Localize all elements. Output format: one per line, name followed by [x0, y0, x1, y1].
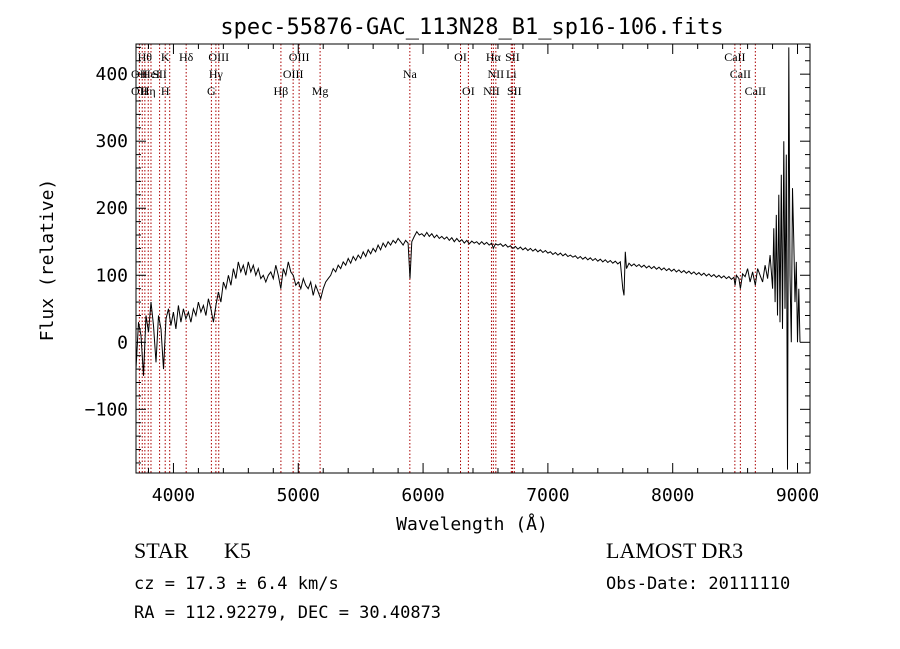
spectrum-line — [135, 47, 801, 470]
spectral-line-label: Na — [403, 67, 418, 81]
spectral-line-label: OII — [131, 84, 148, 98]
spectral-line-label: Hβ — [274, 84, 289, 98]
spectral-line-label: NII — [483, 84, 500, 98]
spectral-line-label: OIII — [283, 67, 304, 81]
spectral-line-label: Mg — [312, 84, 329, 98]
chart-title: spec-55876-GAC_113N28_B1_sp16-106.fits — [220, 15, 723, 40]
x-tick-label: 7000 — [526, 485, 569, 506]
spectral-line-label: SII — [152, 67, 167, 81]
spectral-line-label: OIII — [289, 50, 310, 64]
spectral-line-label: CaII — [724, 50, 745, 64]
y-tick-label: 100 — [95, 265, 128, 286]
coordinates: RA = 112.92279, DEC = 30.40873 — [134, 603, 442, 623]
axes: 4000 5000 6000 7000 8000 9000 −100 0 100 200 300 40… — [85, 44, 819, 506]
spectral-line-label: Hθ — [138, 50, 153, 64]
plot-frame — [135, 43, 811, 474]
obs-date: Obs-Date: 20111110 — [606, 574, 791, 594]
spectral-line-label: K — [161, 50, 170, 64]
spectral-line-label: H — [161, 84, 170, 98]
spectral-line-label: Li — [506, 67, 517, 81]
x-axis-label: Wavelength (Å) — [396, 513, 548, 535]
spectrum-series — [135, 47, 801, 470]
spectral-line-label: Hγ — [209, 67, 224, 81]
spectral-line-label: Hη — [141, 84, 156, 98]
y-axis-label: Flux (relative) — [37, 179, 58, 342]
y-tick-label: 0 — [117, 332, 128, 353]
spectral-line-label: HeI — [142, 67, 160, 81]
spectral-line-label: SII — [505, 50, 520, 64]
x-tick-label: 4000 — [152, 485, 195, 506]
object-subclass: K5 — [223, 538, 251, 563]
spectral-line-label: CaII — [730, 67, 751, 81]
spectral-line-label: CaII — [745, 84, 766, 98]
spectral-line-label: Hδ — [179, 50, 194, 64]
spectral-line-label: OI — [462, 84, 475, 98]
spectral-line-label: NII — [488, 67, 505, 81]
spectral-line-label: Hα — [486, 50, 502, 64]
spectral-line-label: SII — [507, 84, 522, 98]
spectral-line-label: OI — [454, 50, 467, 64]
redshift-cz: cz = 17.3 ± 6.4 km/s — [134, 574, 339, 594]
y-tick-label: 300 — [95, 131, 128, 152]
spectral-line-label: G — [207, 84, 216, 98]
survey-name: LAMOST DR3 — [606, 538, 744, 563]
x-tick-label: 5000 — [277, 485, 320, 506]
y-tick-label: −100 — [85, 399, 128, 420]
spectral-line-label: OIII — [208, 50, 229, 64]
y-tick-label: 400 — [95, 64, 128, 85]
x-tick-label: 6000 — [401, 485, 444, 506]
object-class: STAR K5 — [134, 538, 251, 564]
x-tick-label: 9000 — [776, 485, 819, 506]
x-tick-label: 8000 — [651, 485, 694, 506]
object-class-label: STAR — [134, 538, 189, 563]
y-tick-label: 200 — [95, 198, 128, 219]
